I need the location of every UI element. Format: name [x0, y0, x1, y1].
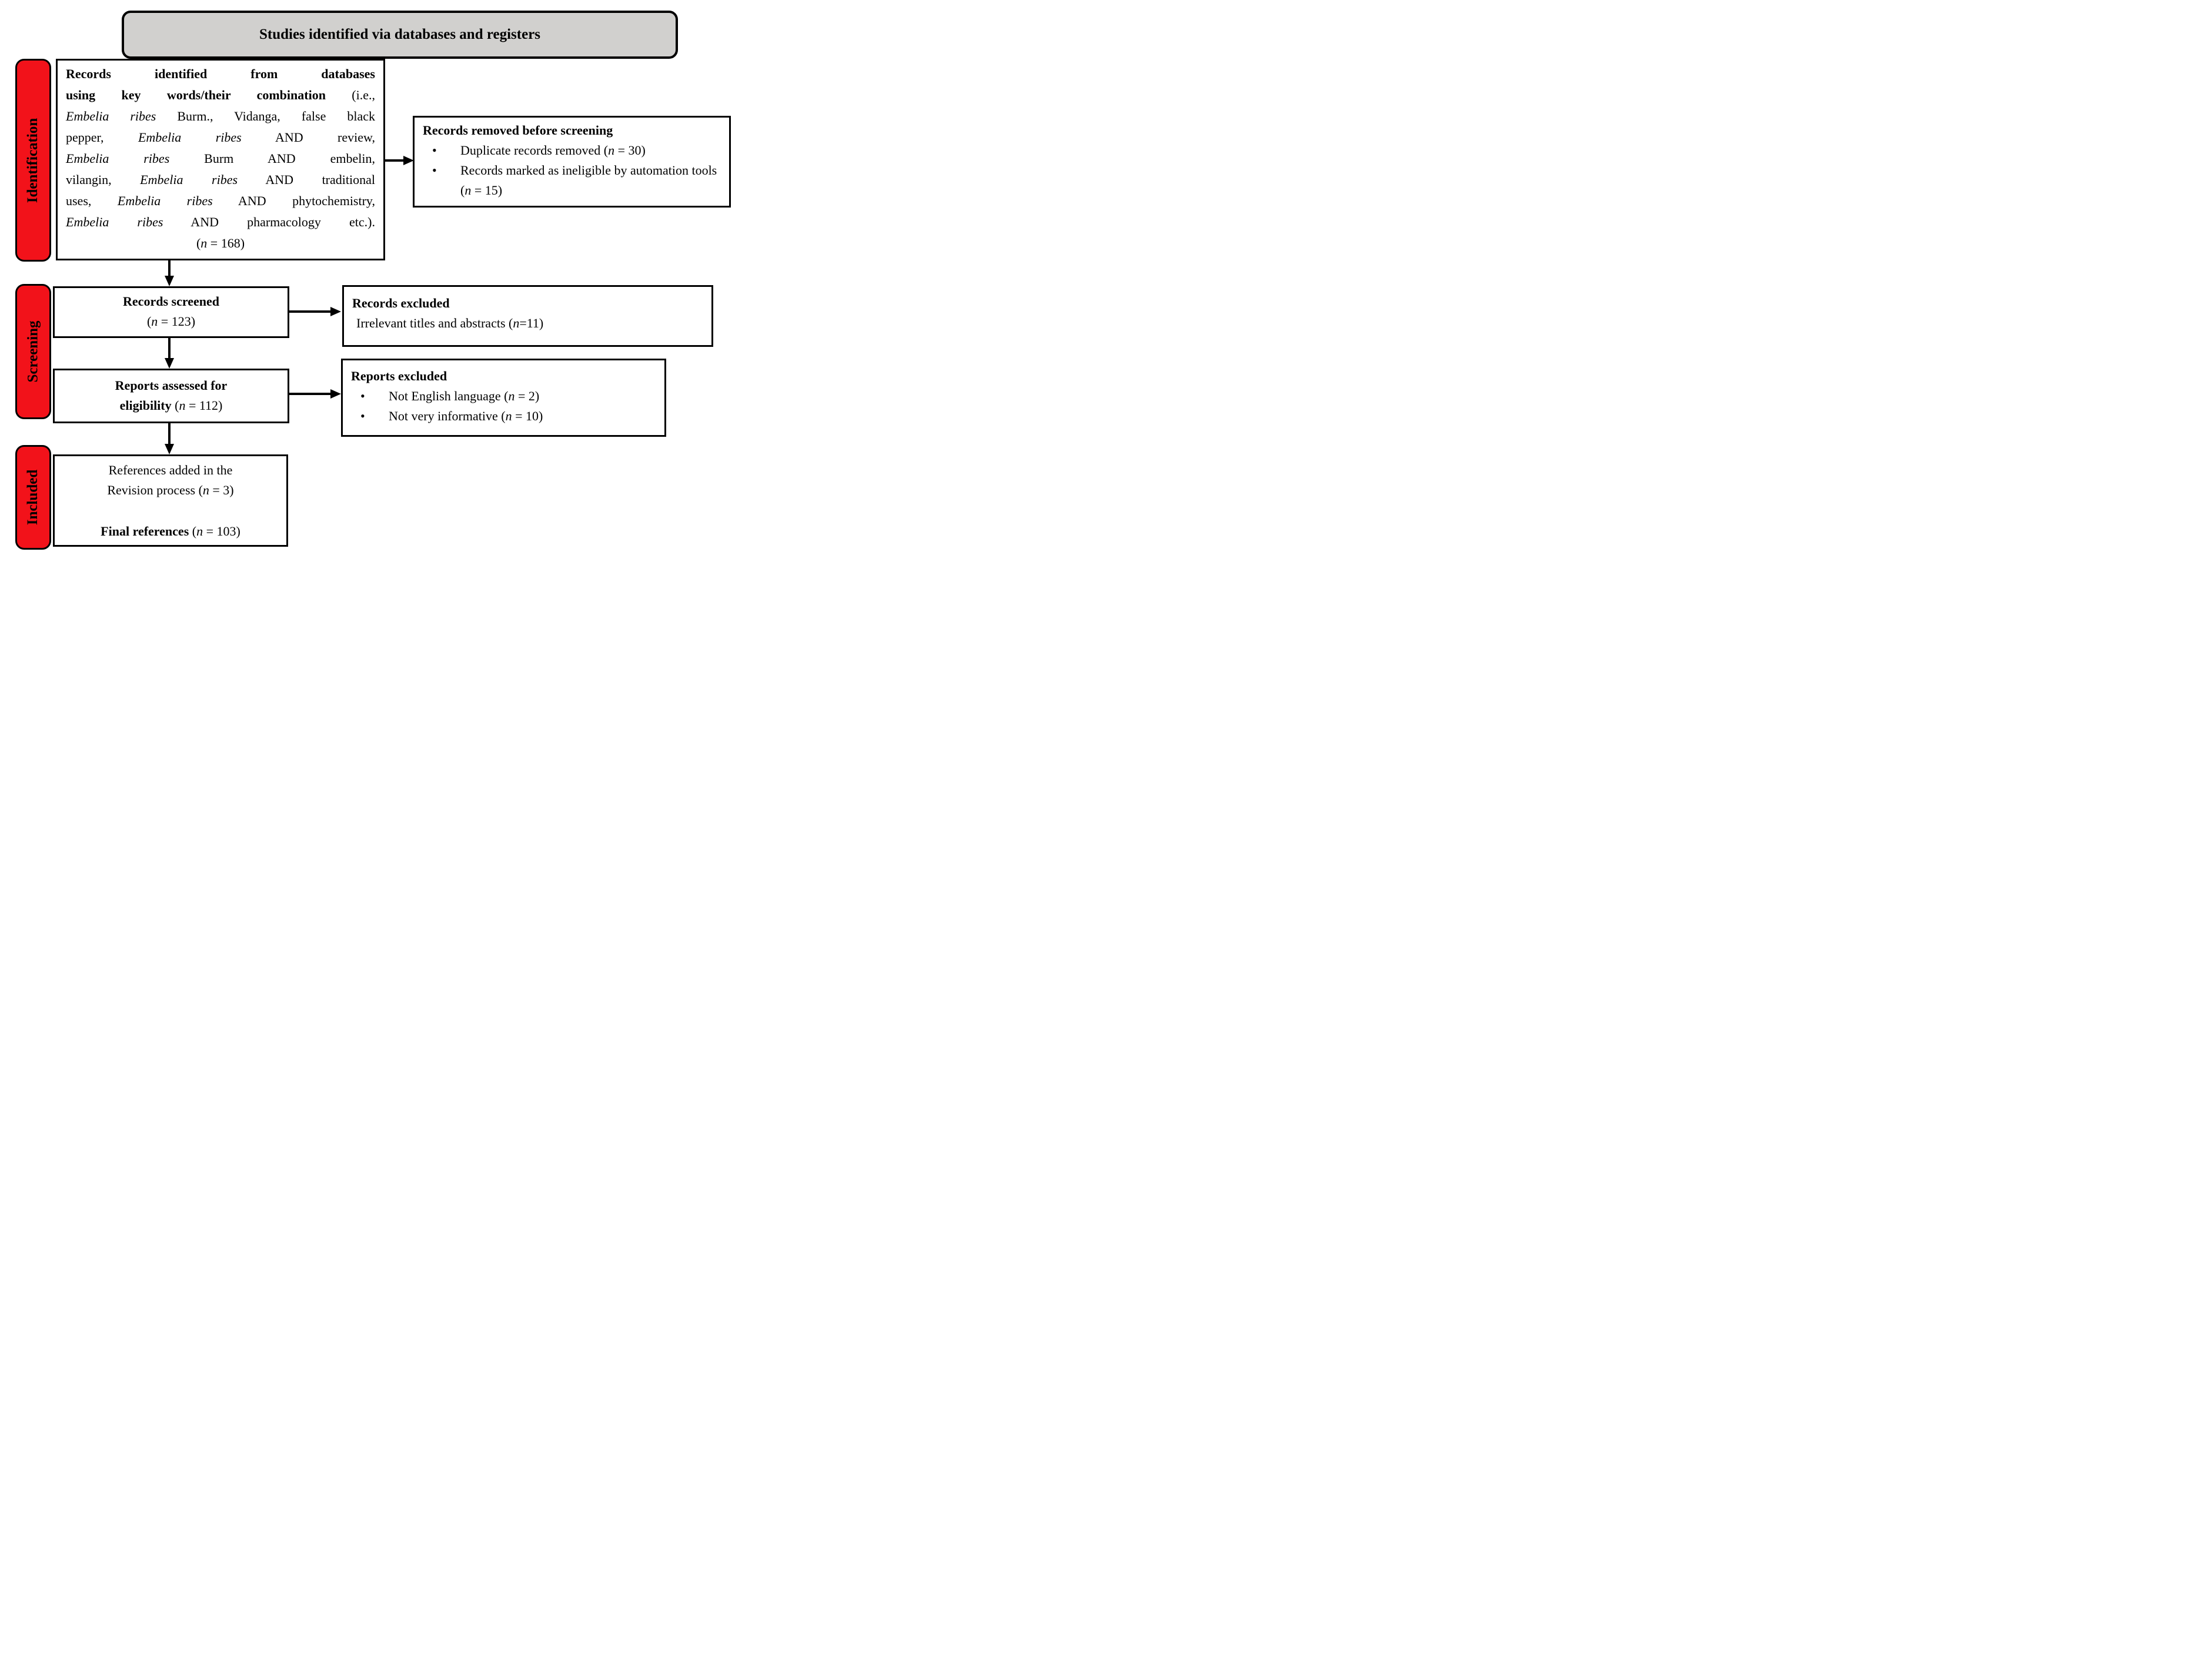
bullet-item: Duplicate records removed (n = 30) — [423, 141, 721, 160]
reports-excluded-title: Reports excluded — [351, 369, 447, 383]
box-records-identified: Records identified from databases using k… — [56, 59, 385, 260]
records-screened-count: (n = 123) — [146, 314, 196, 329]
keyword-line: pepper, Embelia ribes AND review, — [66, 130, 375, 145]
arrow-line — [168, 423, 171, 444]
records-removed-bullet-list: Duplicate records removed (n = 30)Record… — [423, 141, 721, 200]
box-records-screened: Records screened (n = 123) — [53, 286, 289, 338]
arrow-line — [168, 260, 171, 276]
stage-tab-screening-label: Screening — [25, 320, 41, 383]
box-reports-excluded: Reports excluded Not English language (n… — [341, 359, 666, 437]
keyword-line: vilangin, Embelia ribes AND traditional — [66, 172, 375, 187]
records-screened-label: Records screened — [123, 294, 219, 309]
keyword-line: Embelia ribes AND pharmacology etc.). — [66, 215, 375, 229]
stage-tab-identification: Identification — [15, 59, 51, 262]
box-records-excluded: Records excluded Irrelevant titles and a… — [342, 285, 713, 347]
arrow-head-icon — [165, 276, 174, 286]
arrow-line — [385, 159, 403, 162]
box-records-removed: Records removed before screening Duplica… — [413, 116, 731, 208]
reports-excluded-bullet-list: Not English language (n = 2)Not very inf… — [351, 386, 656, 426]
prisma-flow-diagram: Studies identified via databases and reg… — [0, 0, 737, 553]
records-identified-keyword-lines: Records identified from databases using k… — [66, 63, 375, 233]
arrow-line — [168, 338, 171, 358]
keyword-line: uses, Embelia ribes AND phytochemistry, — [66, 193, 376, 208]
final-references-line: Final references (n = 103) — [101, 524, 240, 538]
box-references-included: References added in the Revision process… — [53, 454, 288, 547]
arrow-head-icon — [165, 444, 174, 454]
references-added-line: References added in the — [108, 463, 233, 477]
stage-tab-included: Included — [15, 445, 51, 550]
box-reports-assessed: Reports assessed for eligibility (n = 11… — [53, 369, 289, 423]
stage-tab-included-label: Included — [25, 469, 41, 526]
arrow-line — [289, 393, 330, 395]
title-banner-text: Studies identified via databases and reg… — [259, 26, 541, 42]
records-removed-title: Records removed before screening — [423, 123, 613, 138]
keyword-line: Embelia ribes Burm., Vidanga, false blac… — [66, 109, 375, 123]
keyword-line: Embelia ribes Burm AND embelin, — [66, 151, 375, 166]
arrow-head-icon — [403, 156, 414, 165]
stage-tab-identification-label: Identification — [25, 118, 41, 203]
reports-assessed-label: Reports assessed for — [115, 378, 228, 393]
records-identified-count: (n = 168) — [196, 236, 245, 250]
records-excluded-reason: Irrelevant titles and abstracts (n=11) — [356, 316, 544, 330]
revision-process-line: Revision process (n = 3) — [107, 483, 234, 497]
arrow-head-icon — [330, 389, 341, 399]
records-excluded-title: Records excluded — [352, 296, 450, 310]
bullet-item: Records marked as ineligible by automati… — [423, 160, 721, 200]
keyword-line: Records identified from databases — [66, 66, 375, 81]
stage-tab-screening: Screening — [15, 284, 51, 419]
arrow-head-icon — [330, 307, 341, 316]
arrow-line — [289, 310, 330, 313]
reports-assessed-count: eligibility (n = 112) — [119, 398, 223, 413]
bullet-item: Not very informative (n = 10) — [351, 406, 656, 426]
keyword-line: using key words/their combination (i.e., — [66, 88, 375, 102]
title-banner: Studies identified via databases and reg… — [122, 11, 678, 59]
arrow-head-icon — [165, 358, 174, 369]
bullet-item: Not English language (n = 2) — [351, 386, 656, 406]
